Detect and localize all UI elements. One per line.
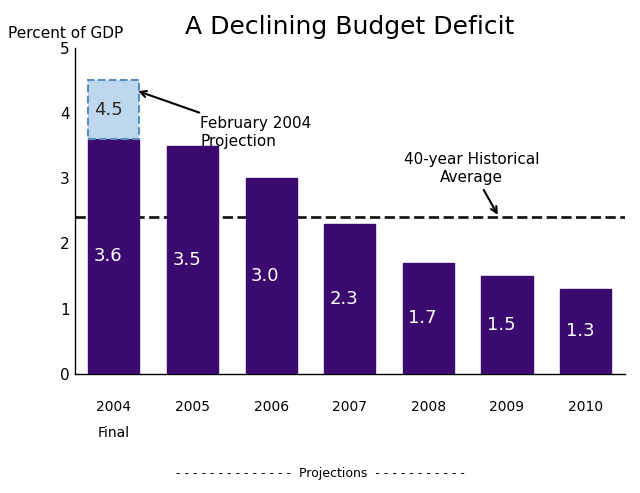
Text: 4.5: 4.5 (94, 101, 122, 119)
Text: 2.3: 2.3 (330, 290, 358, 308)
Text: February 2004
Projection: February 2004 Projection (140, 91, 312, 149)
Text: 3.6: 3.6 (94, 247, 122, 265)
Text: 2010: 2010 (568, 400, 604, 414)
Text: 2005: 2005 (175, 400, 210, 414)
Text: 3.5: 3.5 (172, 250, 201, 269)
Bar (403, 263, 454, 374)
Bar (88, 80, 140, 139)
Text: 2008: 2008 (411, 400, 446, 414)
Text: 2009: 2009 (490, 400, 525, 414)
Text: 1.7: 1.7 (408, 309, 437, 327)
Text: 2007: 2007 (332, 400, 367, 414)
Text: 40-year Historical
Average: 40-year Historical Average (404, 152, 540, 213)
Text: 1.3: 1.3 (566, 322, 595, 340)
Text: 2004: 2004 (97, 400, 131, 414)
Bar (88, 139, 140, 374)
Text: - - - - - - - - - - - - - -  Projections  - - - - - - - - - - -: - - - - - - - - - - - - - - Projections … (175, 467, 465, 480)
Title: A Declining Budget Deficit: A Declining Budget Deficit (185, 15, 515, 39)
Bar (481, 276, 532, 374)
Text: 3.0: 3.0 (251, 267, 280, 285)
Bar (560, 289, 611, 374)
Bar (324, 224, 375, 374)
Text: Percent of GDP: Percent of GDP (8, 26, 124, 41)
Text: 1.5: 1.5 (487, 316, 516, 334)
Text: Final: Final (98, 426, 130, 440)
Text: 2006: 2006 (253, 400, 289, 414)
Bar (246, 178, 297, 374)
Bar (167, 145, 218, 374)
